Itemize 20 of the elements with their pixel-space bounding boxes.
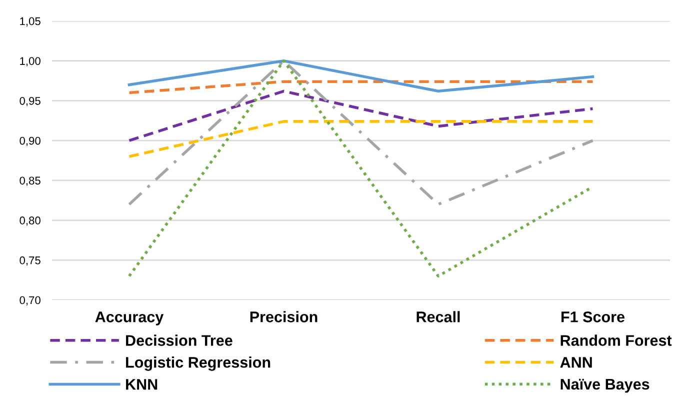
y-tick-label: 0,90 (20, 136, 40, 146)
legend-label: KNN (126, 379, 158, 390)
x-tick-label: Accuracy (95, 312, 164, 326)
x-tick-label: F1 Score (562, 312, 624, 322)
legend-label: ANN (560, 357, 592, 368)
y-tick-label: 0,85 (20, 176, 40, 186)
y-tick-label: 0,70 (20, 296, 40, 306)
x-tick-label: Recall (416, 311, 460, 322)
legend-label: Decission Tree (126, 334, 232, 346)
y-tick-label: 0,80 (20, 216, 40, 226)
legend-label: Logistic Regression (126, 356, 270, 371)
line-series (128, 59, 594, 93)
legend-label: Naïve Bayes (560, 378, 650, 393)
y-tick-label: 1,05 (20, 17, 40, 26)
y-tick-label: 1,00 (20, 57, 40, 66)
line-series (128, 90, 594, 142)
legend-label: Random Forest (560, 334, 672, 346)
y-tick-label: 0,75 (20, 256, 40, 266)
x-tick-label: Precision (250, 311, 318, 322)
y-tick-label: 0,95 (20, 96, 40, 106)
